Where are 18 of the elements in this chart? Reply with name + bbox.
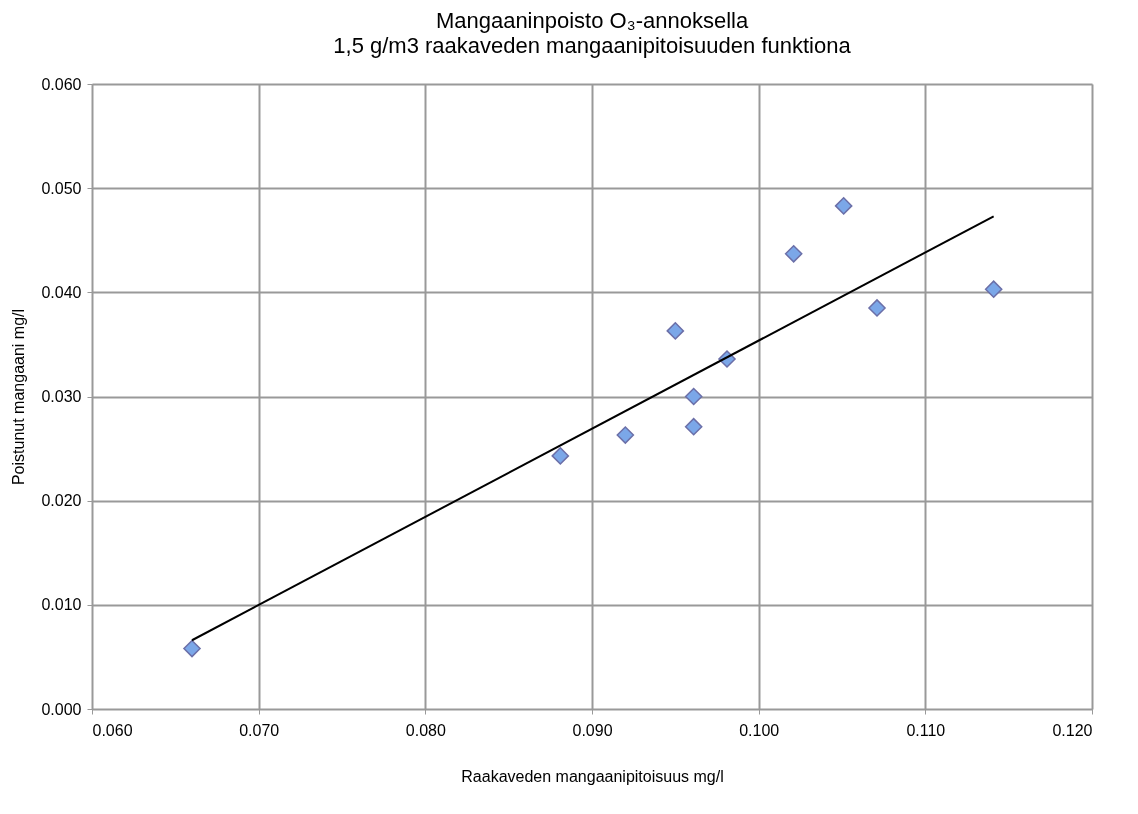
x-tick-label: 0.100 xyxy=(739,721,780,739)
x-tick-label: 0.070 xyxy=(239,721,280,739)
x-tick-label: 0.090 xyxy=(572,721,613,739)
y-tick-label: 0.030 xyxy=(41,388,82,405)
y-tick-label: 0.040 xyxy=(41,283,82,301)
y-tick-label: 0.060 xyxy=(41,75,82,93)
x-tick-label: 0.080 xyxy=(405,721,446,739)
x-tick-label: 0.120 xyxy=(1052,721,1093,739)
y-axis-title: Poistunut mangaani mg/l xyxy=(10,308,28,486)
y-tick-label: 0.010 xyxy=(41,596,82,614)
chart-subtitle: 1,5 g/m3 raakaveden mangaanipitoisuuden funktiona xyxy=(333,33,852,58)
y-tick-label: 0.000 xyxy=(41,700,82,718)
x-axis-title: Raakaveden mangaanipitoisuus mg/l xyxy=(461,767,724,785)
y-tick-label: 0.020 xyxy=(41,492,82,510)
chart-title: Mangaaninpoisto O₃-annoksella xyxy=(435,8,749,33)
y-tick-label: 0.050 xyxy=(41,179,82,197)
x-tick-label: 0.110 xyxy=(906,721,946,739)
x-tick-label: 0.060 xyxy=(92,721,133,739)
